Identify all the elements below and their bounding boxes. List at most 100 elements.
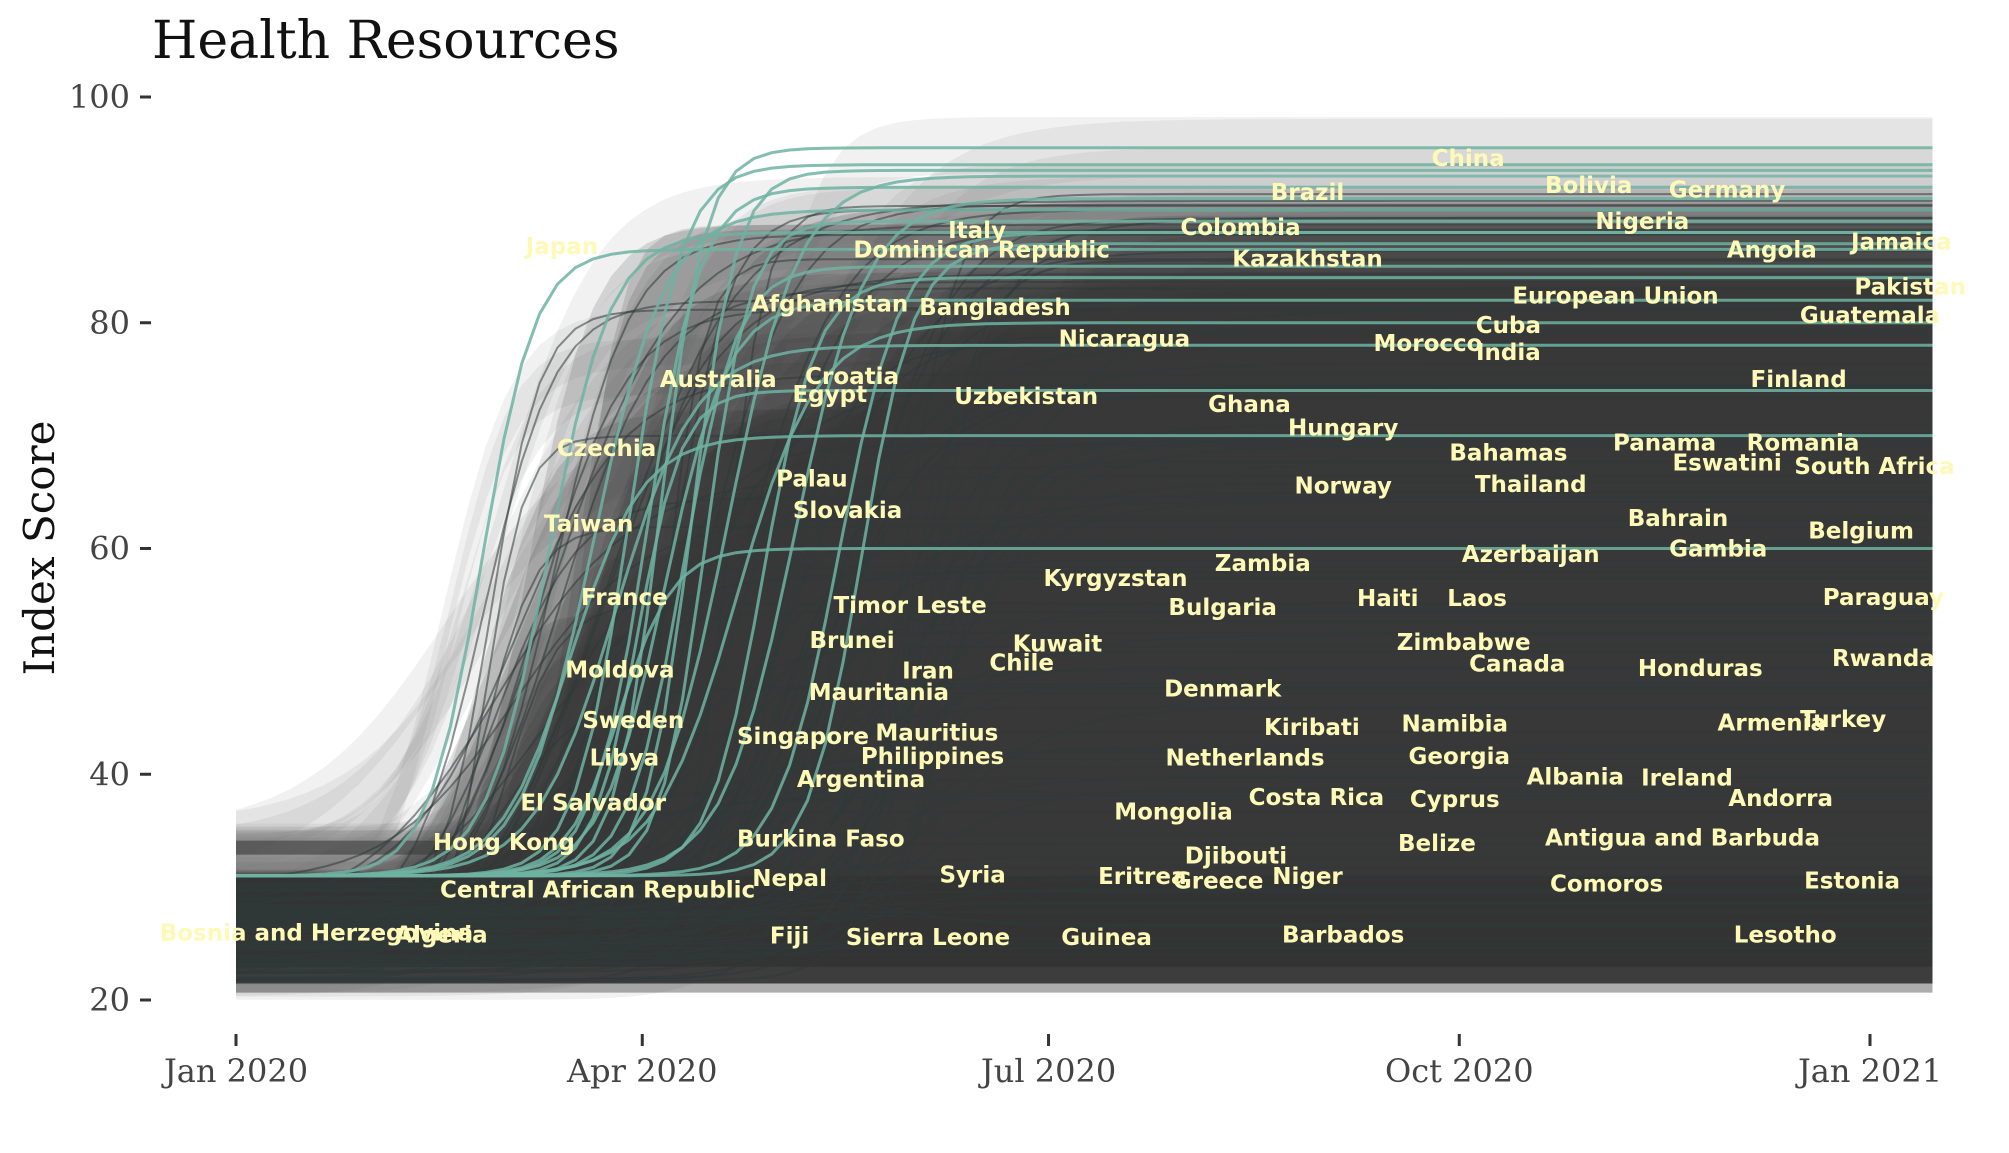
x-tick-label: Apr 2020 — [566, 1052, 718, 1090]
country-line — [236, 887, 1933, 974]
country-label: France — [581, 585, 668, 611]
country-label: European Union — [1512, 284, 1718, 310]
country-line — [236, 519, 1933, 913]
country-label: El Salvador — [520, 791, 666, 817]
country-line — [236, 666, 1933, 929]
country-label: Germany — [1669, 178, 1786, 204]
country-label: Kuwait — [1013, 631, 1102, 657]
country-line — [235, 577, 1933, 945]
country-line — [235, 385, 1933, 901]
country-label: Bulgaria — [1168, 595, 1277, 621]
country-line — [235, 233, 1933, 914]
country-line — [236, 631, 1933, 959]
country-label: Japan — [524, 234, 598, 260]
country-line — [235, 287, 1933, 930]
country-label: Bosnia and Herzegovina — [160, 920, 473, 946]
country-line — [235, 383, 1933, 919]
country-line — [236, 787, 1933, 948]
score-band — [236, 408, 1933, 984]
country-line-highlight — [236, 321, 1933, 878]
country-label: Morocco — [1374, 331, 1483, 357]
country-line — [236, 914, 1933, 925]
score-band — [236, 318, 1933, 984]
country-label: Brunei — [810, 628, 895, 654]
country-line — [236, 645, 1933, 906]
country-label: Syria — [939, 863, 1005, 889]
score-band — [236, 462, 1933, 984]
country-line — [236, 444, 1933, 923]
country-label: Ireland — [1641, 766, 1733, 792]
country-label: Afghanistan — [751, 292, 908, 318]
country-line — [235, 496, 1933, 920]
country-label: Sweden — [582, 708, 684, 734]
x-tick-label: Jan 2020 — [161, 1052, 308, 1090]
country-label: Kiribati — [1264, 715, 1360, 741]
country-label: Dominican Republic — [853, 237, 1110, 263]
country-label: Guatemala — [1800, 303, 1940, 329]
score-band — [236, 410, 1933, 984]
country-label: Taiwan — [544, 512, 633, 538]
country-line-highlight — [236, 298, 1933, 878]
country-lines-highlight — [235, 146, 1933, 878]
country-label: China — [1432, 146, 1505, 172]
country-line — [235, 306, 1933, 921]
country-label: Canada — [1469, 652, 1565, 678]
country-label: Antigua and Barbuda — [1545, 826, 1820, 852]
score-band — [236, 409, 1933, 984]
country-label: Belgium — [1808, 518, 1914, 544]
score-band — [236, 316, 1933, 996]
country-label: Zimbabwe — [1397, 630, 1531, 656]
country-label: Niger — [1272, 864, 1343, 890]
country-label: Argentina — [797, 767, 925, 793]
country-label: Italy — [948, 218, 1006, 244]
country-label: Barbados — [1282, 923, 1404, 949]
score-band — [236, 470, 1933, 984]
country-label: Uzbekistan — [954, 384, 1098, 410]
country-label: Moldova — [565, 657, 674, 683]
country-line — [236, 542, 1933, 937]
y-axis: 20 40 60 80 100 — [69, 78, 151, 1019]
score-band — [236, 353, 1933, 984]
country-label: Netherlands — [1165, 745, 1324, 771]
score-band — [236, 409, 1933, 856]
score-band — [236, 333, 1933, 927]
score-band — [236, 349, 1933, 984]
country-label: Mongolia — [1114, 800, 1233, 826]
x-tick-label: Jul 2020 — [978, 1052, 1116, 1090]
country-label: Bolivia — [1545, 173, 1633, 199]
country-line-highlight — [235, 247, 1933, 878]
country-label: Nigeria — [1595, 209, 1689, 235]
country-label: Nicaragua — [1059, 327, 1191, 353]
country-line — [235, 566, 1933, 952]
country-line — [235, 272, 1933, 970]
country-label: Denmark — [1164, 677, 1282, 703]
country-label: Estonia — [1804, 868, 1900, 894]
score-band — [236, 378, 1933, 984]
country-label: Bahrain — [1628, 506, 1729, 532]
country-line — [236, 333, 1933, 884]
country-line — [236, 481, 1933, 890]
x-axis: Jan 2020 Apr 2020 Jul 2020 Oct 2020 Jan 2021 — [161, 1034, 1942, 1090]
country-label: Ghana — [1208, 392, 1291, 418]
score-band — [236, 372, 1933, 984]
country-line — [236, 540, 1933, 972]
country-label: Laos — [1447, 586, 1507, 612]
score-band — [236, 454, 1933, 984]
country-lines-dark — [235, 193, 1933, 983]
country-label: Thailand — [1475, 472, 1587, 498]
country-label: Djibouti — [1185, 844, 1287, 870]
country-line — [236, 611, 1933, 909]
country-label: Armenia — [1718, 710, 1827, 736]
country-label: Chile — [989, 651, 1054, 677]
y-axis-label: Index Score — [15, 421, 64, 676]
country-line — [235, 475, 1933, 909]
country-label: Egypt — [792, 382, 867, 408]
country-line — [236, 832, 1933, 909]
country-line — [236, 875, 1933, 940]
score-band — [236, 521, 1933, 985]
country-label: Kyrgyzstan — [1043, 566, 1187, 592]
country-label: Brazil — [1271, 180, 1345, 206]
score-band — [236, 470, 1933, 932]
country-line — [236, 308, 1933, 917]
y-tick-label: 40 — [89, 755, 130, 793]
